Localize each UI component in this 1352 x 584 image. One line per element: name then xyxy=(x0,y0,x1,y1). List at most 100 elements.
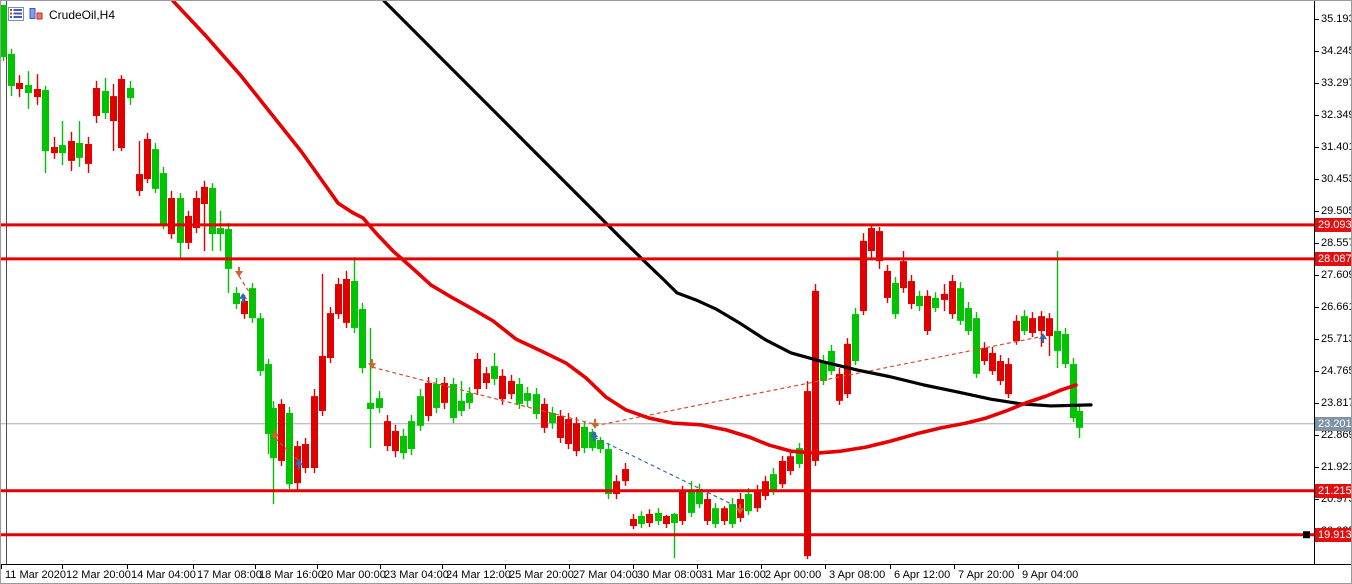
candle xyxy=(68,131,75,172)
time-axis-tick xyxy=(442,565,443,569)
price-axis-label: 31.401 xyxy=(1321,141,1352,153)
time-axis-tick xyxy=(505,565,506,569)
candle xyxy=(302,437,309,474)
price-axis-tick xyxy=(1315,339,1319,340)
price-axis-label: 26.661 xyxy=(1321,301,1352,313)
candle xyxy=(721,506,728,526)
candle xyxy=(343,270,350,328)
price-axis-label: 34.245 xyxy=(1321,45,1352,57)
candle xyxy=(622,462,629,486)
chart-canvas[interactable] xyxy=(1,1,1314,564)
candle xyxy=(876,227,883,269)
candle xyxy=(42,85,49,174)
price-axis-tick xyxy=(1315,435,1319,436)
time-axis-label: 27 Mar 04:00 xyxy=(573,569,638,581)
time-axis-tick xyxy=(380,565,381,569)
time-axis-label: 18 Mar 16:00 xyxy=(259,569,324,581)
candle xyxy=(1054,251,1061,369)
candle xyxy=(836,368,843,405)
candle xyxy=(118,75,125,152)
price-axis-tick xyxy=(1315,51,1319,52)
candle xyxy=(989,346,996,375)
candle xyxy=(270,400,277,505)
candle xyxy=(327,307,334,364)
candle xyxy=(916,290,923,312)
candle xyxy=(1046,313,1053,356)
candle xyxy=(828,344,835,375)
time-axis-tick xyxy=(569,565,570,569)
candle xyxy=(981,342,988,366)
buy-arrow-icon xyxy=(239,292,247,303)
price-axis-tick xyxy=(1315,403,1319,404)
candle xyxy=(450,377,457,424)
candle xyxy=(127,80,134,105)
price-axis[interactable]: 35.193 34.245 33.297 32.349 31.401 30.453 29.5… xyxy=(1314,1,1352,564)
candle xyxy=(704,492,711,526)
time-axis-label: 3 Apr 08:00 xyxy=(829,569,886,581)
time-axis-label: 6 Apr 12:00 xyxy=(894,569,951,581)
candle xyxy=(8,48,15,97)
time-axis-label: 23 Mar 04:00 xyxy=(384,569,449,581)
candle xyxy=(630,513,637,530)
candle xyxy=(152,143,159,193)
candle xyxy=(384,415,391,452)
candle xyxy=(965,301,972,336)
candle xyxy=(1076,404,1083,438)
price-axis-label: 27.609 xyxy=(1321,269,1352,281)
buy-arrow-icon xyxy=(1039,333,1047,344)
candlesticks xyxy=(1,4,1083,560)
sell-trade-line xyxy=(274,437,300,462)
candle xyxy=(613,475,620,500)
bar-chart-icon xyxy=(28,6,45,22)
candle xyxy=(663,514,670,529)
candle xyxy=(852,308,859,366)
candle xyxy=(193,190,200,234)
time-axis-tick xyxy=(890,565,891,569)
candle xyxy=(425,376,432,422)
candle xyxy=(1070,357,1077,423)
candle xyxy=(908,274,915,310)
price-axis-label: 24.765 xyxy=(1321,365,1352,377)
black-moving-average xyxy=(382,1,1093,408)
candle xyxy=(392,424,399,458)
candle xyxy=(311,389,318,474)
candle xyxy=(286,406,293,489)
price-axis-tick xyxy=(1315,499,1319,500)
candle xyxy=(860,233,867,316)
sell-arrow-icon xyxy=(235,266,243,277)
candle xyxy=(516,377,523,409)
candle xyxy=(466,387,473,409)
candle xyxy=(59,121,66,165)
sell-arrow-icon xyxy=(736,504,744,515)
sell-trade-line xyxy=(594,336,1040,427)
time-axis-label: 24 Mar 12:00 xyxy=(446,569,511,581)
candle xyxy=(359,302,366,374)
symbol-timeframe-label: CrudeOil,H4 xyxy=(49,8,116,22)
price-axis-label: 21.921 xyxy=(1321,461,1352,473)
time-axis-label: 25 Mar 20:00 xyxy=(509,569,574,581)
candle xyxy=(646,509,653,528)
candle xyxy=(367,327,374,449)
candle xyxy=(1,4,7,61)
time-axis-tick xyxy=(127,565,128,569)
sell-arrow-icon xyxy=(368,359,376,370)
candle xyxy=(868,225,875,260)
candle xyxy=(949,274,956,319)
candle xyxy=(491,352,498,385)
candle xyxy=(1029,312,1036,338)
candle xyxy=(417,389,424,431)
price-axis-label: 23.817 xyxy=(1321,397,1352,409)
time-axis-tick xyxy=(317,565,318,569)
candle xyxy=(265,359,272,455)
candle xyxy=(93,80,100,124)
sell-trade-line xyxy=(371,366,594,425)
candle xyxy=(997,354,1004,385)
time-axis-tick xyxy=(825,565,826,569)
candle xyxy=(249,283,256,323)
line-anchor-marker[interactable] xyxy=(1303,531,1310,539)
time-axis[interactable]: 11 Mar 2020 12 Mar 20:00 14 Mar 04:00 17 Ma… xyxy=(1,564,1351,583)
candle xyxy=(25,71,32,109)
time-axis-tick xyxy=(761,565,762,569)
red-moving-average xyxy=(171,1,1078,455)
